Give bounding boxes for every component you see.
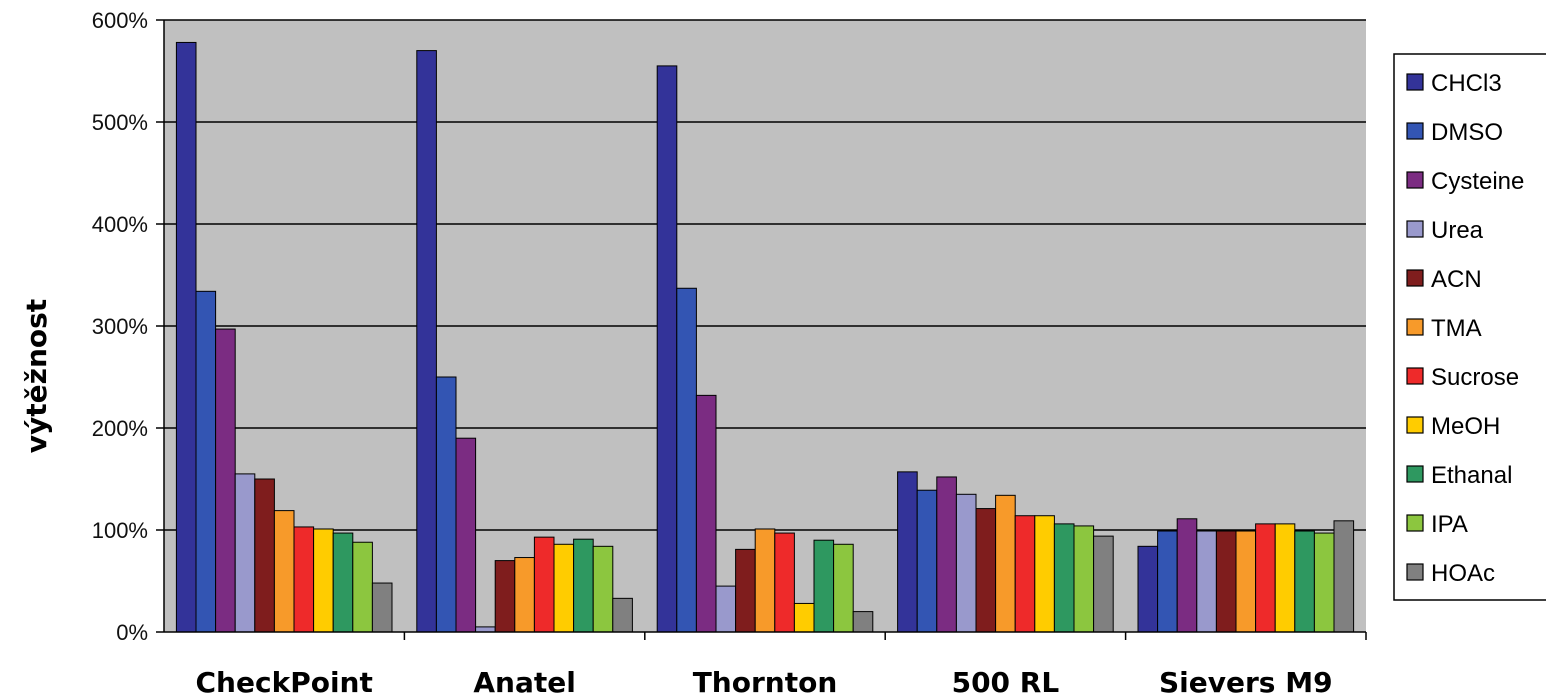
category-label: CheckPoint <box>196 666 373 699</box>
bar-acn-500-rl <box>975 508 997 633</box>
bar-ipa-checkpoint <box>352 541 373 633</box>
bar-ipa-500-rl <box>1073 525 1095 633</box>
bar-tma-thornton <box>754 528 776 633</box>
bar-ipa-sievers-m9 <box>1313 532 1335 633</box>
bar-acn-thornton <box>735 548 756 633</box>
y-tick-label: 500% <box>92 110 148 135</box>
y-tick-label: 200% <box>92 416 148 441</box>
y-tick-label: 100% <box>92 518 148 543</box>
legend-swatch <box>1406 563 1424 581</box>
bar-chcl3-anatel <box>416 50 437 633</box>
category-label: 500 RL <box>952 666 1060 699</box>
bar-chcl3-sievers-m9 <box>1137 545 1159 633</box>
y-tick-labels: 0% 100% 200% 300% 400% 500% 600% <box>92 8 148 645</box>
bar-cysteine-anatel <box>455 437 477 633</box>
bar-sucrose-checkpoint <box>293 526 315 633</box>
axes <box>156 19 1367 640</box>
bar-acn-anatel <box>494 560 516 633</box>
bar-dmso-500-rl <box>916 489 938 633</box>
legend-label: TMA <box>1431 315 1482 342</box>
legend-label: DMSO <box>1431 119 1503 146</box>
legend-swatch <box>1406 220 1424 238</box>
bar-acn-checkpoint <box>254 478 275 633</box>
bar-tma-500-rl <box>995 494 1016 633</box>
legend-swatch <box>1406 367 1424 385</box>
bar-tma-checkpoint <box>273 510 295 633</box>
legend-swatch <box>1406 269 1424 287</box>
bar-dmso-checkpoint <box>195 290 217 633</box>
category-label: Thornton <box>693 666 838 699</box>
bar-meoh-checkpoint <box>313 528 334 633</box>
legend-swatch <box>1406 122 1424 140</box>
legend-label: CHCl3 <box>1431 70 1502 97</box>
bars <box>175 41 1355 633</box>
legend: CHCl3 DMSO Cysteine Urea ACN TMA Sucrose MeOH Et… <box>1393 53 1546 601</box>
bar-meoh-anatel <box>553 543 575 633</box>
bar-hoac-sievers-m9 <box>1333 520 1355 633</box>
legend-label: HOAc <box>1431 560 1495 587</box>
bar-urea-checkpoint <box>234 473 256 633</box>
legend-label: Urea <box>1431 217 1484 244</box>
y-tick-label: 600% <box>92 8 148 33</box>
bar-sucrose-500-rl <box>1014 515 1036 633</box>
bar-tma-anatel <box>514 557 535 633</box>
bar-urea-anatel <box>475 626 496 633</box>
legend-swatch <box>1406 73 1424 91</box>
bar-meoh-thornton <box>793 602 815 633</box>
legend-label: Cysteine <box>1431 168 1524 195</box>
legend-label: IPA <box>1431 511 1468 538</box>
y-axis-label: výtěžnost <box>20 299 53 453</box>
bar-dmso-sievers-m9 <box>1157 530 1178 633</box>
bar-ethanal-500-rl <box>1053 523 1075 633</box>
bar-chcl3-500-rl <box>897 471 918 633</box>
legend-swatch <box>1406 514 1424 532</box>
bar-cysteine-500-rl <box>936 476 957 633</box>
legend-swatch <box>1406 171 1424 189</box>
bar-acn-sievers-m9 <box>1215 530 1237 633</box>
bar-hoac-anatel <box>612 597 633 633</box>
legend-label: ACN <box>1431 266 1482 293</box>
bar-tma-sievers-m9 <box>1235 530 1257 633</box>
bar-cysteine-thornton <box>695 394 717 633</box>
legend-label: Ethanal <box>1431 462 1512 489</box>
bar-chcl3-checkpoint <box>175 41 197 633</box>
bar-urea-thornton <box>715 585 737 633</box>
bar-meoh-sievers-m9 <box>1274 523 1296 633</box>
bar-ipa-thornton <box>833 543 854 633</box>
bar-sucrose-thornton <box>774 532 795 633</box>
category-label: Sievers M9 <box>1159 666 1333 699</box>
bar-chcl3-thornton <box>656 65 678 633</box>
bar-cysteine-sievers-m9 <box>1176 518 1198 633</box>
legend-label: Sucrose <box>1431 364 1519 391</box>
bar-ethanal-sievers-m9 <box>1294 530 1315 633</box>
grid-lines <box>164 19 1366 531</box>
bar-urea-500-rl <box>955 493 977 633</box>
y-tick-label: 0% <box>116 620 148 645</box>
legend-box <box>1393 53 1546 601</box>
bar-hoac-500-rl <box>1093 535 1114 633</box>
bar-hoac-thornton <box>852 611 874 633</box>
legend-swatch <box>1406 416 1424 434</box>
bar-ethanal-anatel <box>573 538 594 633</box>
legend-swatch <box>1406 465 1424 483</box>
category-label: Anatel <box>473 666 575 699</box>
y-tick-label: 400% <box>92 212 148 237</box>
bar-ipa-anatel <box>592 545 614 633</box>
bar-meoh-500-rl <box>1034 515 1055 633</box>
bar-sucrose-anatel <box>533 536 555 633</box>
bar-ethanal-thornton <box>813 539 835 633</box>
bar-dmso-thornton <box>676 287 697 633</box>
y-tick-label: 300% <box>92 314 148 339</box>
bar-dmso-anatel <box>435 376 457 633</box>
legend-label: MeOH <box>1431 413 1500 440</box>
legend-swatch <box>1406 318 1424 336</box>
bar-ethanal-checkpoint <box>332 532 354 633</box>
bar-sucrose-sievers-m9 <box>1255 523 1276 633</box>
bar-cysteine-checkpoint <box>215 328 236 633</box>
bar-urea-sievers-m9 <box>1196 530 1217 633</box>
bar-hoac-checkpoint <box>371 582 393 633</box>
category-labels: CheckPoint Anatel Thornton 500 RL Sievers M9 <box>196 666 1333 699</box>
